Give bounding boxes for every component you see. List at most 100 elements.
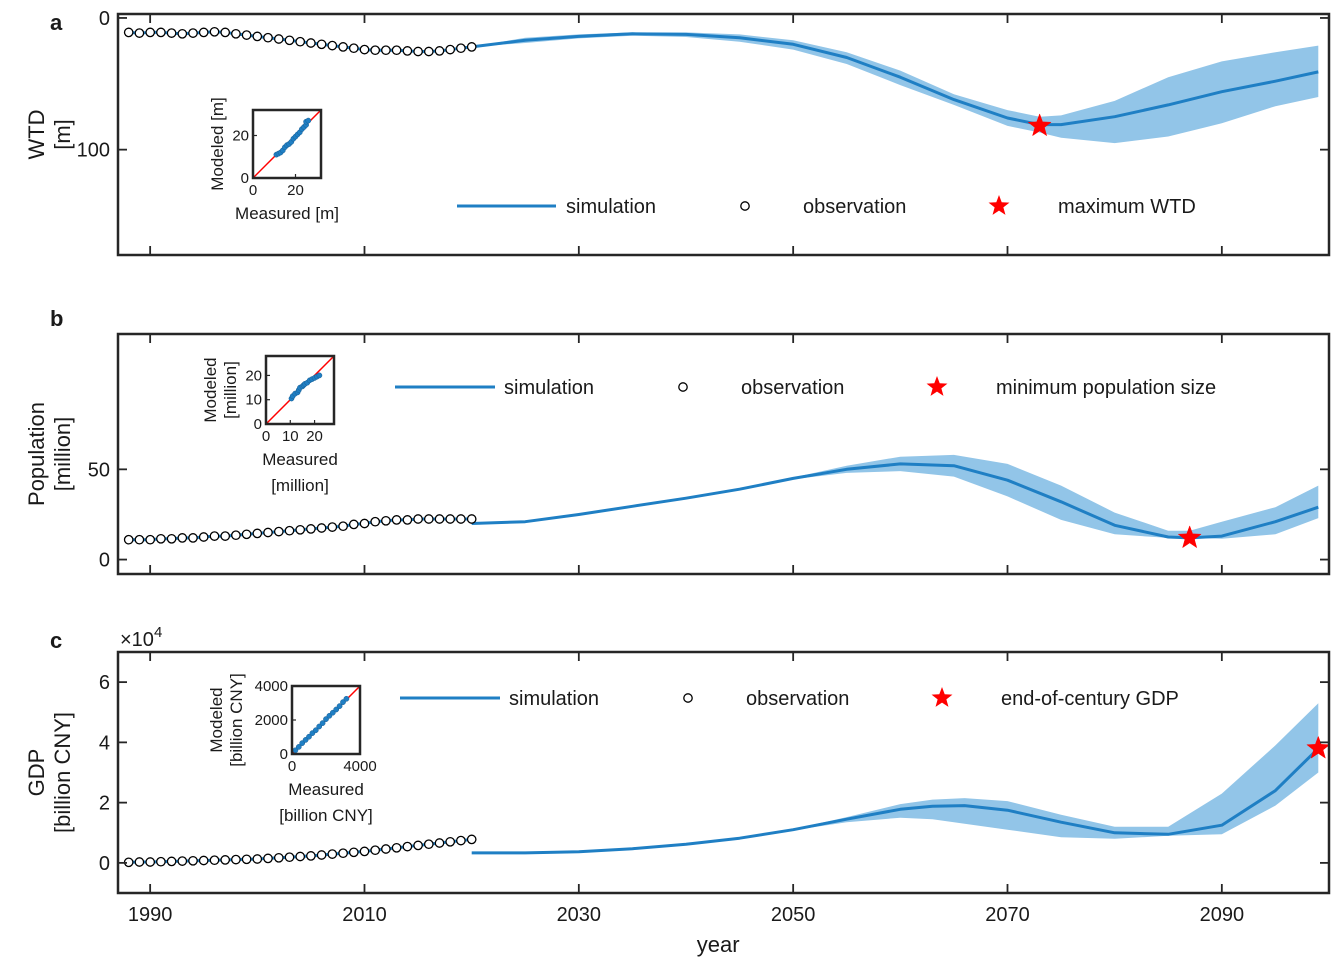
observation-point [166, 856, 177, 867]
inset-y-tick-label: 0 [280, 746, 288, 763]
observation-point [263, 527, 273, 538]
observation-point [263, 853, 273, 864]
inset-point [316, 723, 323, 730]
inset-axes-box [264, 354, 336, 426]
observation-point [295, 851, 306, 862]
inset-point [333, 706, 340, 713]
observation-point [284, 852, 295, 863]
observation-point [316, 39, 327, 50]
y-axis-label: Population [24, 402, 49, 506]
observation-point [306, 851, 316, 861]
observation-point [370, 845, 381, 856]
observation-point [359, 846, 370, 857]
observation-point [209, 855, 220, 866]
legend-star-swatch [988, 195, 1010, 215]
observation-point [327, 40, 338, 51]
y-exponent-label: ×104 [120, 624, 162, 651]
legend-observation-label: observation [741, 377, 844, 399]
observation-point [145, 857, 156, 867]
x-tick-label: 2030 [557, 904, 602, 926]
observation-point [177, 533, 188, 543]
panel-letter: c [50, 628, 62, 653]
observation-point [220, 531, 231, 541]
observation-point [359, 518, 370, 529]
observation-point [434, 514, 445, 524]
inset-point [306, 733, 312, 740]
panel-letter: a [50, 10, 63, 35]
observation-point [316, 523, 327, 533]
observation-point [284, 35, 295, 46]
inset-y-tick-label: 20 [232, 128, 249, 145]
x-tick-label: 2090 [1200, 904, 1245, 926]
inset-x-tick-label: 4000 [343, 758, 376, 775]
observation-point [348, 847, 359, 858]
observation-point [445, 44, 456, 55]
legend-simulation-label: simulation [566, 196, 656, 218]
star-marker [1177, 525, 1202, 549]
inset-point [343, 695, 350, 702]
observation-point [391, 842, 402, 853]
y-exponent-power: 4 [154, 624, 162, 641]
observation-point [209, 531, 220, 541]
y-tick-label: 6 [99, 672, 110, 694]
y-axis-label: [million] [50, 417, 75, 492]
panel-letter: b [50, 306, 63, 331]
x-axis-label: year [697, 932, 740, 957]
observation-point [466, 514, 477, 524]
axes-box [116, 332, 1331, 576]
star-marker [1306, 735, 1331, 759]
observation-point [166, 533, 177, 544]
inset-x-tick-label: 0 [249, 182, 257, 199]
inset-y-tick-label: 0 [241, 170, 249, 187]
observation-point [381, 515, 391, 526]
observation-point [423, 514, 434, 524]
legend-observation-swatch [678, 382, 688, 392]
observation-point [327, 522, 338, 532]
legend-observation-label: observation [803, 196, 906, 218]
inset-y-tick-label: 0 [254, 416, 262, 433]
inset-y-axis-label: [million] [221, 361, 240, 419]
observation-point [177, 28, 188, 39]
observation-point [466, 834, 477, 845]
inset-point [319, 720, 326, 726]
observation-point [134, 28, 145, 38]
inset-y-axis-label: Modeled [m] [208, 97, 227, 191]
observation-point [145, 534, 156, 545]
observation-point [209, 26, 220, 37]
y-axis-label: GDP [24, 749, 49, 797]
axes-box [116, 650, 1331, 895]
observation-point [413, 46, 423, 57]
inset-x-axis-label: Measured [m] [235, 204, 339, 223]
observation-point [338, 521, 348, 532]
observation-point [456, 514, 466, 524]
observation-point [198, 855, 209, 866]
observation-point [252, 528, 263, 539]
observation-point [402, 841, 413, 852]
observation-point [284, 525, 295, 536]
observation-point [456, 43, 466, 54]
inset-x-tick-label: 0 [288, 758, 296, 775]
observation-point [177, 856, 188, 866]
observation-point [145, 27, 156, 38]
legend: simulation observation end-of-century GDP [400, 687, 1179, 710]
observation-point [306, 524, 316, 534]
observation-point [273, 852, 284, 863]
observation-point [134, 534, 145, 545]
observation-point [338, 42, 348, 52]
observation-point [327, 849, 338, 859]
observation-point [348, 519, 359, 530]
observation-point [273, 526, 284, 537]
observation-point [220, 27, 231, 38]
inset-point [295, 744, 302, 750]
y-axis-label: [billion CNY] [50, 712, 75, 833]
legend: simulation observation minimum population … [395, 376, 1216, 399]
observation-point [220, 855, 231, 865]
observation-point [263, 32, 273, 43]
inset-x-tick-label: 10 [282, 428, 299, 445]
observation-point [241, 854, 252, 865]
observation-point [198, 532, 209, 542]
observation-point [156, 27, 166, 38]
inset-x-tick-label: 20 [306, 428, 323, 445]
